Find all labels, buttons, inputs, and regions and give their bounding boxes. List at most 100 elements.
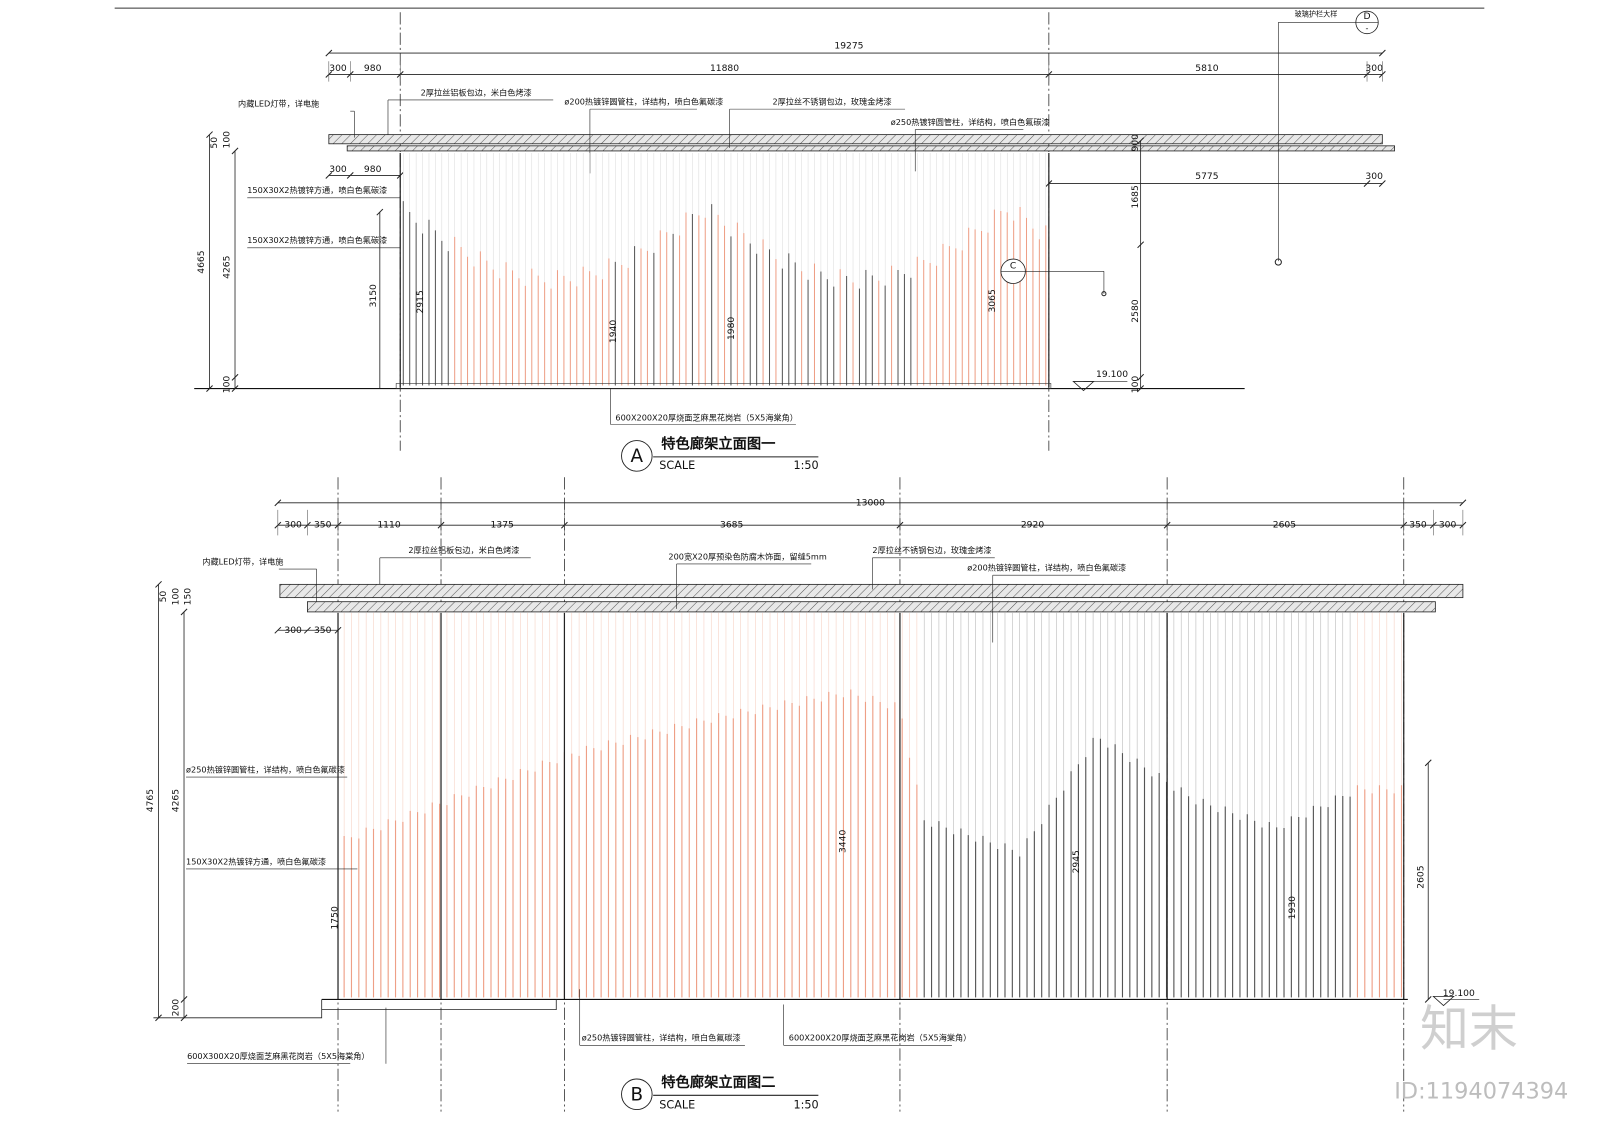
- detail-marker-sheet: -: [1366, 23, 1369, 33]
- dimension-text: 1110: [377, 520, 400, 531]
- dimension-text: 1685: [1130, 185, 1141, 208]
- dimension-text: 5775: [1195, 171, 1218, 182]
- dimension-text: 300: [1439, 520, 1457, 531]
- dimension-text: 4265: [221, 255, 232, 278]
- annotation: 2厚拉丝铝板包边，米白色烤漆: [408, 545, 519, 555]
- dimension-text: 300: [329, 63, 347, 74]
- dimension-text: 3685: [720, 520, 743, 531]
- dimension-tick: [325, 49, 333, 57]
- dimension-text: 900: [1130, 134, 1141, 152]
- annotation: 600X200X20厚烧面芝麻黑花岗岩（5X5海棠角）: [615, 413, 798, 423]
- roof-slab: [328, 134, 1383, 145]
- ceiling-slab: [307, 601, 1436, 613]
- drawing-title: 特色廊架立面图一: [661, 435, 775, 453]
- dimension-text: 19275: [834, 40, 863, 51]
- dimension-text: 1940: [608, 320, 619, 343]
- dimension-tick: [1363, 180, 1371, 187]
- annotation: 150X30X2热镀锌方通，喷白色氟碳漆: [247, 235, 387, 245]
- annotation: 150X30X2热镀锌方通，喷白色氟碳漆: [186, 856, 326, 866]
- dimension-text: 300: [329, 164, 347, 175]
- section-marker-label: C: [1010, 261, 1016, 272]
- dimension-text: 1930: [1287, 896, 1298, 919]
- elevation-text: 19.100: [1443, 988, 1475, 999]
- dimension-tick: [206, 385, 213, 392]
- dimension-tick: [231, 147, 239, 155]
- dimension-text: 1980: [726, 317, 737, 340]
- dimension-text: 150: [183, 588, 194, 606]
- annotation: ø200热镀锌圆管柱，详结构，喷白色氟碳漆: [967, 563, 1126, 573]
- scale-label: SCALE: [659, 1099, 695, 1112]
- dimension-tick: [325, 171, 333, 179]
- dimension-text: 100: [1130, 376, 1141, 394]
- dimension-tick: [1137, 137, 1145, 145]
- title-marker: [621, 440, 653, 472]
- dimension-text: 2580: [1130, 299, 1141, 322]
- dimension-text: 980: [364, 63, 382, 74]
- annotation: 200宽X20厚预染色防腐木饰面，留缝5mm: [668, 551, 826, 561]
- dimension-tick: [1137, 373, 1145, 381]
- dimension-text: 200: [170, 999, 181, 1017]
- leader-dot: [1274, 258, 1282, 266]
- dimension-text: 300: [284, 520, 302, 531]
- annotation: 150X30X2热镀锌方通，喷白色氟碳漆: [247, 185, 387, 195]
- dimension-text: 980: [364, 164, 382, 175]
- detail-note: 玻璃护栏大样: [1295, 9, 1338, 18]
- elevation-text: 19.100: [1096, 369, 1128, 380]
- dimension-tick: [155, 1014, 162, 1022]
- ceiling-slab: [346, 145, 1395, 152]
- dimension-text: 2920: [1021, 520, 1044, 531]
- annotation: ø250热镀锌圆管柱，详结构，喷白色氟碳漆: [582, 1033, 741, 1043]
- dimension-text: 100: [170, 588, 181, 606]
- level-symbol: [1432, 995, 1455, 1007]
- dimension-tick: [376, 208, 384, 216]
- dimension-tick: [1424, 759, 1432, 767]
- dimension-text: 3440: [837, 830, 848, 853]
- dimension-text: 350: [1409, 520, 1427, 531]
- annotation: ø200热镀锌圆管柱，详结构，喷白色氟碳漆: [564, 96, 723, 106]
- dimension-text: 350: [314, 520, 332, 531]
- dimension-text: 350: [314, 625, 332, 636]
- dimension-tick: [1137, 385, 1145, 392]
- dimension-tick: [1424, 996, 1432, 1003]
- dimension-tick: [1137, 241, 1145, 249]
- dimension-tick: [346, 171, 354, 179]
- dimension-tick: [231, 385, 239, 392]
- title-marker-label: B: [631, 1084, 644, 1105]
- dimension-text: 3150: [368, 284, 379, 307]
- dimension-tick: [180, 996, 188, 1003]
- annotation: ø250热镀锌圆管柱，详结构，喷白色氟碳漆: [186, 764, 345, 774]
- dimension-text: 13000: [856, 497, 885, 508]
- annotation: 600X200X20厚烧面芝麻黑花岗岩（5X5海棠角）: [789, 1033, 972, 1043]
- drawing-title: 特色廊架立面图二: [661, 1073, 775, 1091]
- dimension-text: 100: [221, 131, 232, 149]
- dimension-tick: [274, 499, 282, 507]
- dimension-text: 3065: [987, 289, 998, 312]
- dimension-text: 1750: [329, 906, 340, 929]
- dimension-text: 2605: [1416, 865, 1427, 888]
- dimension-tick: [206, 131, 213, 139]
- dimension-text: 100: [221, 376, 232, 394]
- dimension-text: 1375: [491, 520, 514, 531]
- annotation: 2厚拉丝不锈钢包边，玫瑰金烤漆: [772, 96, 891, 106]
- dimension-tick: [180, 608, 188, 616]
- watermark-brand: 知末: [1420, 1001, 1518, 1058]
- scale-value: 1:50: [794, 1099, 819, 1112]
- annotation: ø250热镀锌圆管柱，详结构，喷白色氟碳漆: [891, 117, 1050, 127]
- annotation: 2厚拉丝铝板包边，米白色烤漆: [421, 87, 532, 97]
- annotation: 内藏LED灯带，详电施: [202, 556, 283, 566]
- dimension-text: 300: [1365, 63, 1383, 74]
- scale-value: 1:50: [794, 459, 819, 472]
- leader-dot: [1101, 291, 1107, 297]
- detail-marker-label: D: [1363, 11, 1370, 22]
- dimension-text: 300: [284, 625, 302, 636]
- dimension-tick: [1378, 49, 1386, 57]
- dimension-text: 300: [1365, 171, 1383, 182]
- dimension-text: 50: [209, 137, 220, 149]
- dimension-tick: [1378, 180, 1386, 187]
- title-marker: [621, 1078, 653, 1111]
- dimension-text: 11880: [710, 63, 739, 74]
- dimension-tick: [303, 626, 311, 634]
- dimension-text: 2945: [1071, 850, 1082, 873]
